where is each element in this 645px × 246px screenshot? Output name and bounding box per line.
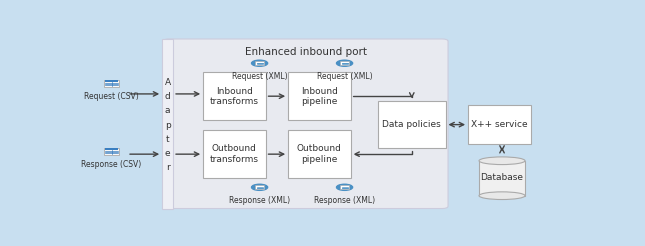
- Text: Request (XML): Request (XML): [232, 72, 288, 81]
- Text: e: e: [164, 149, 170, 158]
- Circle shape: [252, 60, 268, 66]
- Text: Request (CSV): Request (CSV): [84, 92, 139, 101]
- Text: Response (XML): Response (XML): [314, 196, 375, 205]
- Circle shape: [337, 184, 353, 190]
- Bar: [288, 72, 351, 121]
- Text: Inbound
pipeline: Inbound pipeline: [301, 87, 338, 106]
- Text: d: d: [164, 92, 170, 101]
- Text: Enhanced inbound port: Enhanced inbound port: [244, 47, 366, 57]
- Text: t: t: [166, 135, 170, 144]
- Bar: [255, 185, 264, 189]
- Text: r: r: [166, 163, 170, 172]
- Text: Database: Database: [481, 173, 524, 182]
- Bar: [162, 39, 173, 209]
- Bar: [105, 80, 119, 82]
- Bar: [341, 61, 349, 65]
- Text: A: A: [164, 78, 171, 87]
- Text: X++ service: X++ service: [471, 120, 528, 129]
- Circle shape: [252, 184, 268, 190]
- Bar: [203, 130, 266, 178]
- Text: p: p: [164, 121, 170, 130]
- Text: Outbound
transforms: Outbound transforms: [210, 144, 259, 164]
- Ellipse shape: [479, 192, 525, 200]
- Text: Request (XML): Request (XML): [317, 72, 372, 81]
- Bar: [203, 72, 266, 121]
- Circle shape: [337, 60, 353, 66]
- Bar: [378, 102, 446, 148]
- Text: Outbound
pipeline: Outbound pipeline: [297, 144, 342, 164]
- Bar: [479, 161, 525, 196]
- Text: a: a: [165, 107, 170, 115]
- Text: Response (XML): Response (XML): [229, 196, 290, 205]
- Text: Inbound
transforms: Inbound transforms: [210, 87, 259, 106]
- FancyBboxPatch shape: [163, 39, 448, 209]
- Ellipse shape: [479, 157, 525, 165]
- Bar: [105, 148, 119, 150]
- Bar: [255, 61, 264, 65]
- Bar: [104, 79, 119, 87]
- Bar: [341, 185, 349, 189]
- Text: Data policies: Data policies: [382, 120, 441, 129]
- Bar: [104, 148, 119, 155]
- Bar: [288, 130, 351, 178]
- Bar: [468, 105, 530, 144]
- Text: Response (CSV): Response (CSV): [81, 160, 142, 169]
